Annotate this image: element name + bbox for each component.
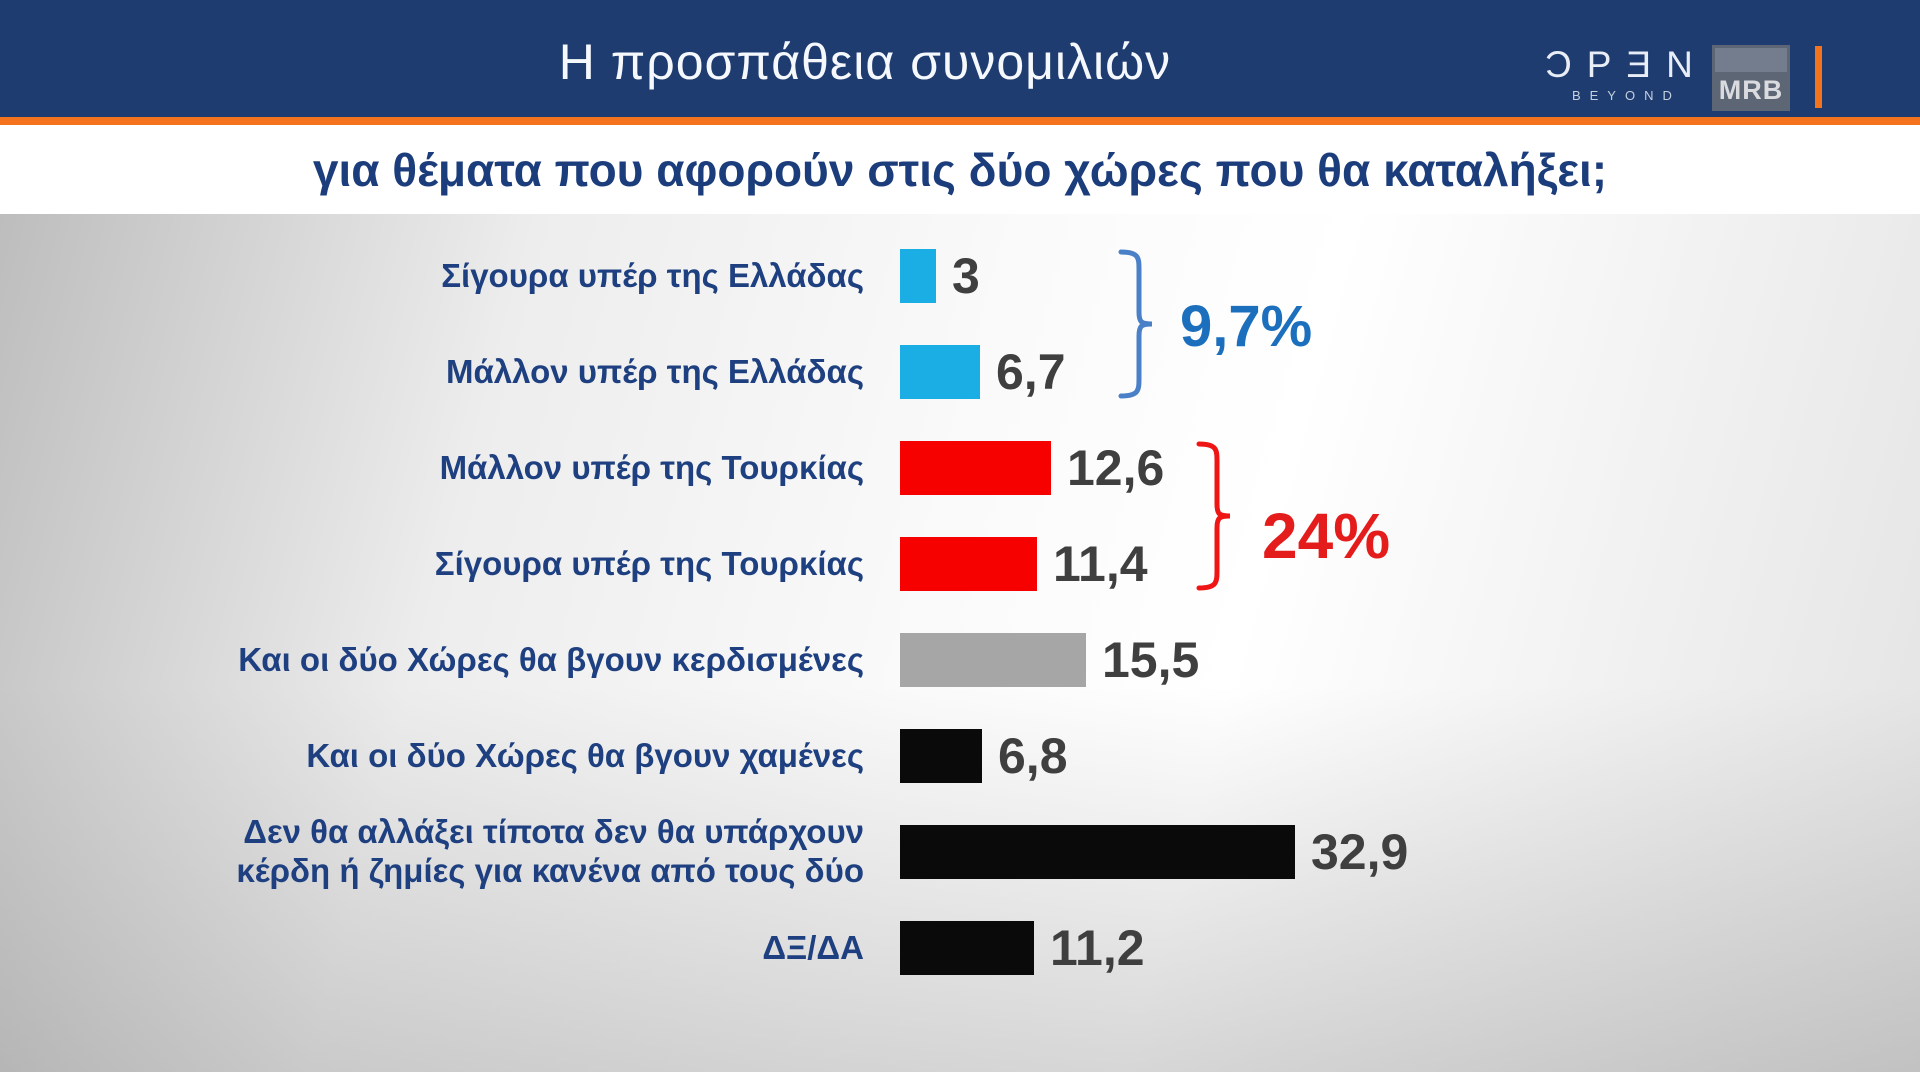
row-label: Και οι δύο Χώρες θα βγουν χαμένες — [306, 736, 864, 774]
row-value: 11,2 — [1050, 920, 1145, 976]
row-bar — [900, 921, 1034, 975]
row-value: 6,7 — [996, 344, 1066, 400]
row-bar — [900, 249, 936, 303]
chart-row: Και οι δύο Χώρες θα βγουν χαμένες 6,8 — [0, 708, 1920, 804]
chart-row: Και οι δύο Χώρες θα βγουν κερδισμένες 15,… — [0, 612, 1920, 708]
row-value: 32,9 — [1311, 824, 1409, 880]
chart-row: Μάλλον υπέρ της Τουρκίας 12,6 — [0, 420, 1920, 516]
row-value: 6,8 — [998, 728, 1068, 784]
mrb-logo-top-bar — [1715, 48, 1787, 72]
chart-row: Σίγουρα υπέρ της Τουρκίας 11,4 — [0, 516, 1920, 612]
row-bar — [900, 441, 1051, 495]
row-bar — [900, 633, 1086, 687]
row-label: Και οι δύο Χώρες θα βγουν κερδισμένες — [238, 640, 864, 678]
chart-subtitle: για θέματα που αφορούν στις δύο χώρες πο… — [312, 143, 1608, 196]
row-label: Μάλλον υπέρ της Ελλάδας — [446, 352, 864, 390]
turkey-group-percent: 24% — [1262, 500, 1391, 572]
orange-tick-divider — [1815, 46, 1822, 108]
greece-group-percent: 9,7% — [1180, 294, 1313, 359]
row-label: Σίγουρα υπέρ της Τουρκίας — [434, 544, 864, 582]
bar-chart: Σίγουρα υπέρ της Ελλάδας 3 Μάλλον υπέρ της… — [0, 214, 1920, 1072]
chart-row: ΔΞ/ΔΑ 11,2 — [0, 900, 1920, 996]
turkey-group-bracket-icon — [1196, 441, 1231, 591]
mrb-logo-label: MRB — [1715, 72, 1787, 108]
row-value: 3 — [952, 248, 980, 304]
chart-rows: Σίγουρα υπέρ της Ελλάδας 3 Μάλλον υπέρ της… — [0, 228, 1920, 996]
row-bar — [900, 537, 1037, 591]
row-label: ΔΞ/ΔΑ — [762, 928, 864, 966]
chart-row: Δεν θα αλλάξει τίποτα δεν θα υπάρχουν κέ… — [0, 804, 1920, 900]
row-label: Σίγουρα υπέρ της Ελλάδας — [441, 256, 864, 294]
subtitle-band: για θέματα που αφορούν στις δύο χώρες πο… — [0, 125, 1920, 214]
row-value: 11,4 — [1053, 536, 1148, 592]
row-bar — [900, 729, 982, 783]
row-bar — [900, 345, 980, 399]
row-bar — [900, 825, 1295, 879]
chart-row: Μάλλον υπέρ της Ελλάδας 6,7 — [0, 324, 1920, 420]
header-band: Η προσπάθεια συνομιλιών ƆPƎN BEYOND MRB — [0, 0, 1920, 125]
row-label: Δεν θα αλλάξει τίποτα δεν θα υπάρχουν κέ… — [236, 813, 864, 889]
mrb-logo: MRB — [1712, 45, 1790, 111]
open-beyond-logo: ƆPƎN BEYOND — [1545, 46, 1708, 103]
row-value: 15,5 — [1102, 632, 1200, 688]
page-title: Η προσπάθεια συνομιλιών — [558, 34, 1172, 90]
row-value: 12,6 — [1067, 440, 1165, 496]
open-logo-beyond-label: BEYOND — [1571, 88, 1681, 103]
greece-group-bracket-icon — [1118, 249, 1153, 399]
row-label: Μάλλον υπέρ της Τουρκίας — [439, 448, 864, 486]
chart-row: Σίγουρα υπέρ της Ελλάδας 3 — [0, 228, 1920, 324]
open-logo-icon: ƆPƎN — [1545, 44, 1708, 85]
